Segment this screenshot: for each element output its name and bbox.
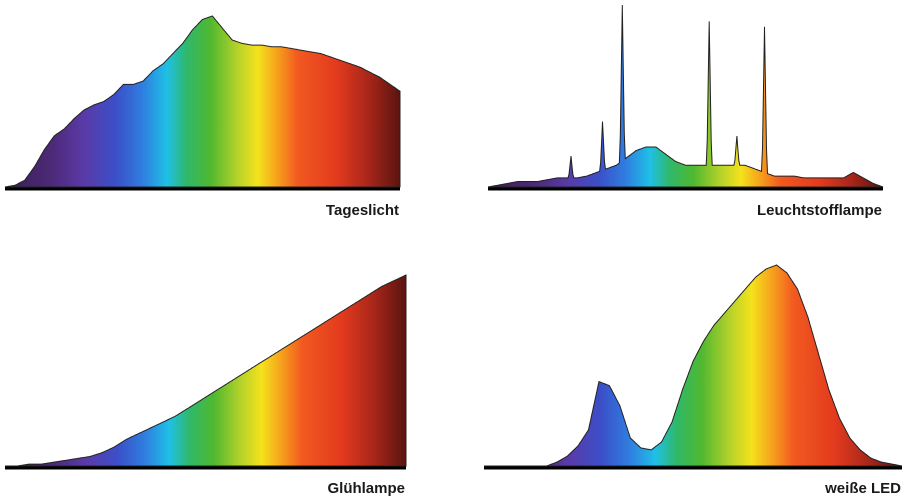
panel-gluehlampe: Glühlampe [5, 274, 407, 497]
spectrum-curve-gluehlampe [5, 274, 407, 467]
label-gluehlampe: Glühlampe [327, 480, 405, 497]
label-leuchtstofflampe: Leuchtstofflampe [757, 202, 882, 219]
spectrum-curve-tageslicht [4, 15, 401, 188]
spectrum-curve-leuchtstofflampe [487, 4, 884, 188]
panel-tageslicht: Tageslicht [4, 15, 401, 219]
panel-weisse-led: weiße LED [484, 264, 903, 497]
panel-leuchtstofflampe: Leuchtstofflampe [487, 4, 884, 219]
spectrum-curve-weisse-led [484, 264, 903, 467]
label-weisse-led: weiße LED [824, 480, 901, 497]
label-tageslicht: Tageslicht [326, 202, 399, 219]
